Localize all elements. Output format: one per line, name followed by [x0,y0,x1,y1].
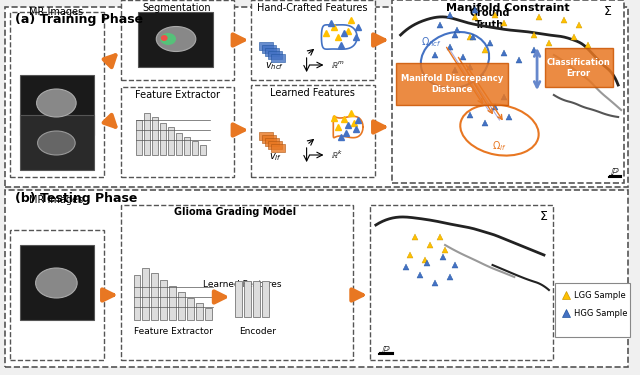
FancyBboxPatch shape [196,303,203,320]
Text: LGG Sample: LGG Sample [573,291,625,300]
Text: MR Images: MR Images [29,195,83,205]
FancyBboxPatch shape [151,273,158,320]
Ellipse shape [160,33,176,45]
FancyBboxPatch shape [152,117,158,155]
Ellipse shape [36,268,77,298]
FancyBboxPatch shape [143,268,149,320]
FancyBboxPatch shape [20,245,94,320]
FancyBboxPatch shape [545,48,613,87]
Text: Learned Features: Learned Features [270,88,355,98]
Text: $\mathbb{P}$: $\mathbb{P}$ [381,344,390,355]
Ellipse shape [38,131,75,155]
FancyBboxPatch shape [252,0,375,80]
FancyBboxPatch shape [396,63,508,105]
FancyBboxPatch shape [268,51,282,59]
FancyBboxPatch shape [555,283,630,337]
Text: $\mathbb{R}^k$: $\mathbb{R}^k$ [332,149,343,161]
FancyBboxPatch shape [187,298,194,320]
Text: (a) Training Phase: (a) Training Phase [15,13,143,26]
Text: Manifold Discrepancy
Distance: Manifold Discrepancy Distance [401,74,503,94]
FancyBboxPatch shape [265,48,279,56]
Text: Classification
Error: Classification Error [547,58,611,78]
Text: $\Omega_{lf}$: $\Omega_{lf}$ [492,139,507,153]
FancyBboxPatch shape [200,145,205,155]
FancyBboxPatch shape [176,133,182,155]
FancyBboxPatch shape [10,230,104,360]
Text: Glioma Grading Model: Glioma Grading Model [174,207,296,217]
Text: $\mathbb{R}^m$: $\mathbb{R}^m$ [332,60,345,70]
FancyBboxPatch shape [252,85,375,177]
FancyBboxPatch shape [168,127,174,155]
Text: $v_{lf}$: $v_{lf}$ [269,151,282,163]
FancyBboxPatch shape [259,42,273,50]
Ellipse shape [161,35,168,41]
Text: MR Images: MR Images [29,7,83,17]
FancyBboxPatch shape [145,113,150,155]
Text: $\Sigma$: $\Sigma$ [539,210,548,223]
Text: $\mathbb{P}$: $\mathbb{P}$ [611,166,620,177]
FancyBboxPatch shape [5,7,628,187]
Text: $\Omega_{hcf}$: $\Omega_{hcf}$ [421,35,442,49]
FancyBboxPatch shape [370,205,553,360]
Text: Ground
Truth: Ground Truth [469,8,510,30]
Text: (b) Testing Phase: (b) Testing Phase [15,192,137,205]
FancyBboxPatch shape [184,137,190,155]
Ellipse shape [36,89,76,117]
FancyBboxPatch shape [271,54,285,62]
FancyBboxPatch shape [192,141,198,155]
FancyBboxPatch shape [259,132,273,140]
FancyBboxPatch shape [262,281,269,317]
Text: Segmentation: Segmentation [143,3,211,13]
FancyBboxPatch shape [160,123,166,155]
FancyBboxPatch shape [271,144,285,152]
FancyBboxPatch shape [169,286,176,320]
FancyBboxPatch shape [268,141,282,149]
Text: HGG Sample: HGG Sample [573,309,627,318]
FancyBboxPatch shape [121,87,234,177]
Text: Learned Features: Learned Features [203,280,282,289]
FancyBboxPatch shape [136,120,143,155]
FancyBboxPatch shape [236,281,243,317]
FancyBboxPatch shape [262,45,276,53]
FancyBboxPatch shape [160,280,167,320]
FancyBboxPatch shape [244,281,252,317]
Text: Hand-Crafted Features: Hand-Crafted Features [257,3,368,13]
Ellipse shape [156,27,196,51]
Text: Encoder: Encoder [239,327,276,336]
FancyBboxPatch shape [5,190,628,367]
Text: Feature Extractor: Feature Extractor [134,90,220,100]
FancyBboxPatch shape [121,205,353,360]
FancyBboxPatch shape [178,292,185,320]
FancyBboxPatch shape [262,135,276,143]
FancyBboxPatch shape [138,12,212,67]
FancyBboxPatch shape [205,308,212,320]
FancyBboxPatch shape [253,281,260,317]
FancyBboxPatch shape [392,0,624,183]
FancyBboxPatch shape [134,275,140,320]
Text: $v_{hcf}$: $v_{hcf}$ [266,60,285,72]
FancyBboxPatch shape [20,75,94,135]
FancyBboxPatch shape [121,0,234,80]
FancyBboxPatch shape [265,138,279,146]
FancyBboxPatch shape [20,115,94,170]
Text: $\Sigma$: $\Sigma$ [604,5,612,18]
Text: Feature Extractor: Feature Extractor [134,327,212,336]
Text: Manifold Constraint: Manifold Constraint [445,3,569,13]
FancyBboxPatch shape [10,12,104,177]
